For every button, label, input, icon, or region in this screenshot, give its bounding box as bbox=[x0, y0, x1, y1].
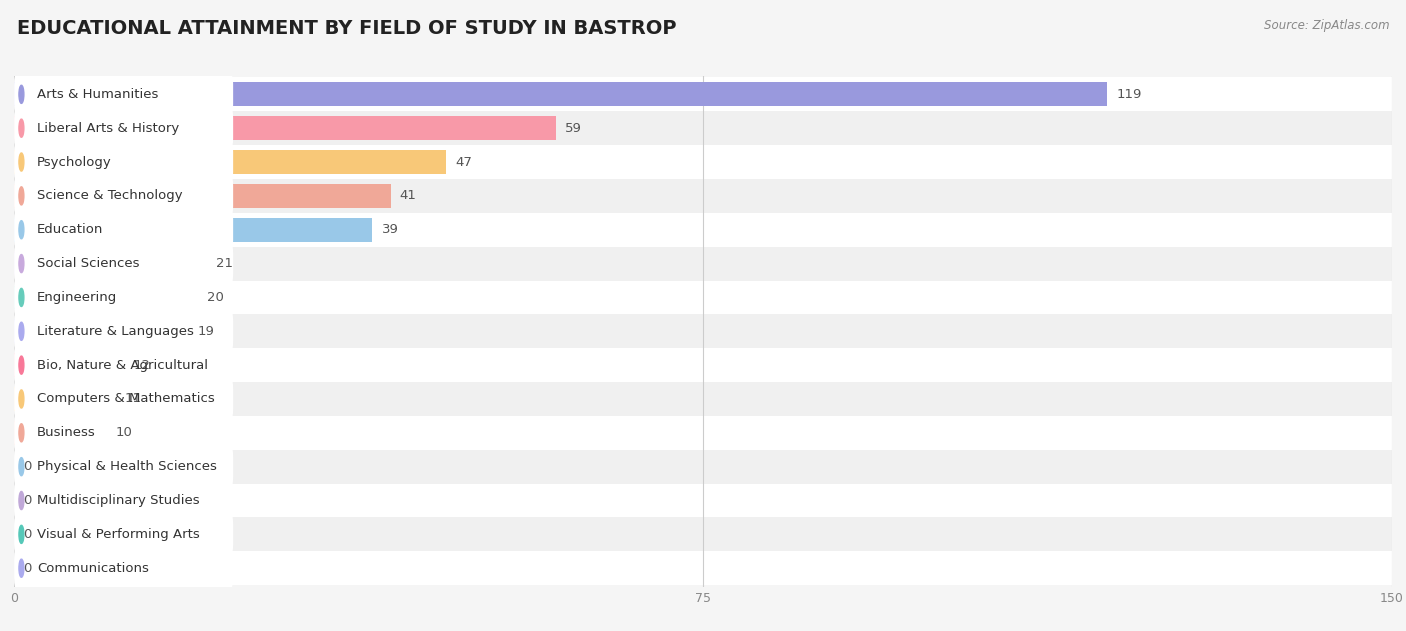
FancyBboxPatch shape bbox=[14, 548, 233, 589]
Circle shape bbox=[18, 187, 24, 205]
FancyBboxPatch shape bbox=[14, 244, 233, 284]
Text: Visual & Performing Arts: Visual & Performing Arts bbox=[37, 528, 200, 541]
Bar bbox=[14, 387, 115, 411]
Text: EDUCATIONAL ATTAINMENT BY FIELD OF STUDY IN BASTROP: EDUCATIONAL ATTAINMENT BY FIELD OF STUDY… bbox=[17, 19, 676, 38]
FancyBboxPatch shape bbox=[14, 175, 233, 216]
Text: 39: 39 bbox=[381, 223, 398, 236]
FancyBboxPatch shape bbox=[14, 447, 233, 487]
Bar bbox=[14, 213, 1392, 247]
Bar bbox=[14, 314, 1392, 348]
Text: 0: 0 bbox=[24, 528, 31, 541]
Bar bbox=[14, 382, 1392, 416]
Bar bbox=[14, 286, 198, 309]
Text: 10: 10 bbox=[115, 427, 132, 439]
Text: Source: ZipAtlas.com: Source: ZipAtlas.com bbox=[1264, 19, 1389, 32]
Circle shape bbox=[18, 492, 24, 510]
Circle shape bbox=[18, 221, 24, 239]
Bar bbox=[14, 218, 373, 242]
Text: Business: Business bbox=[37, 427, 96, 439]
Bar bbox=[14, 150, 446, 174]
Bar bbox=[14, 247, 1392, 281]
Text: 12: 12 bbox=[134, 358, 150, 372]
Text: 11: 11 bbox=[124, 392, 141, 406]
Circle shape bbox=[18, 424, 24, 442]
Bar bbox=[14, 179, 1392, 213]
FancyBboxPatch shape bbox=[14, 108, 233, 148]
FancyBboxPatch shape bbox=[14, 209, 233, 250]
Bar bbox=[14, 145, 1392, 179]
Circle shape bbox=[18, 153, 24, 171]
Text: 0: 0 bbox=[24, 562, 31, 575]
Circle shape bbox=[18, 457, 24, 476]
Text: Literature & Languages: Literature & Languages bbox=[37, 325, 194, 338]
Text: 41: 41 bbox=[399, 189, 416, 203]
Text: 0: 0 bbox=[24, 494, 31, 507]
Bar bbox=[14, 78, 1392, 111]
Circle shape bbox=[18, 288, 24, 307]
Text: Physical & Health Sciences: Physical & Health Sciences bbox=[37, 460, 217, 473]
FancyBboxPatch shape bbox=[14, 379, 233, 419]
Bar bbox=[14, 319, 188, 343]
Text: Arts & Humanities: Arts & Humanities bbox=[37, 88, 159, 101]
Text: Liberal Arts & History: Liberal Arts & History bbox=[37, 122, 180, 134]
Text: 119: 119 bbox=[1116, 88, 1142, 101]
Bar bbox=[14, 83, 1107, 106]
Text: 47: 47 bbox=[456, 155, 472, 168]
Text: Psychology: Psychology bbox=[37, 155, 111, 168]
Text: 21: 21 bbox=[217, 257, 233, 270]
FancyBboxPatch shape bbox=[14, 514, 233, 555]
Circle shape bbox=[18, 559, 24, 577]
Text: 59: 59 bbox=[565, 122, 582, 134]
Text: 19: 19 bbox=[198, 325, 215, 338]
Bar bbox=[14, 116, 555, 140]
Bar bbox=[14, 353, 124, 377]
Text: Computers & Mathematics: Computers & Mathematics bbox=[37, 392, 215, 406]
Text: Bio, Nature & Agricultural: Bio, Nature & Agricultural bbox=[37, 358, 208, 372]
Text: 20: 20 bbox=[207, 291, 224, 304]
Text: Social Sciences: Social Sciences bbox=[37, 257, 139, 270]
Text: Engineering: Engineering bbox=[37, 291, 117, 304]
Text: 0: 0 bbox=[24, 460, 31, 473]
FancyBboxPatch shape bbox=[14, 480, 233, 521]
FancyBboxPatch shape bbox=[14, 142, 233, 182]
FancyBboxPatch shape bbox=[14, 74, 233, 115]
Bar bbox=[14, 483, 1392, 517]
Bar bbox=[14, 517, 1392, 551]
Circle shape bbox=[18, 254, 24, 273]
Bar bbox=[14, 252, 207, 275]
Bar bbox=[14, 421, 105, 445]
Circle shape bbox=[18, 525, 24, 543]
Bar bbox=[14, 348, 1392, 382]
FancyBboxPatch shape bbox=[14, 413, 233, 453]
Bar bbox=[14, 551, 1392, 585]
FancyBboxPatch shape bbox=[14, 345, 233, 386]
FancyBboxPatch shape bbox=[14, 311, 233, 351]
Bar bbox=[14, 450, 1392, 483]
Circle shape bbox=[18, 356, 24, 374]
Bar bbox=[14, 184, 391, 208]
Circle shape bbox=[18, 390, 24, 408]
Text: Science & Technology: Science & Technology bbox=[37, 189, 183, 203]
Text: Communications: Communications bbox=[37, 562, 149, 575]
Text: Education: Education bbox=[37, 223, 104, 236]
Circle shape bbox=[18, 322, 24, 340]
Bar bbox=[14, 416, 1392, 450]
Text: Multidisciplinary Studies: Multidisciplinary Studies bbox=[37, 494, 200, 507]
Circle shape bbox=[18, 85, 24, 103]
FancyBboxPatch shape bbox=[14, 277, 233, 317]
Bar bbox=[14, 111, 1392, 145]
Bar bbox=[14, 281, 1392, 314]
Circle shape bbox=[18, 119, 24, 138]
